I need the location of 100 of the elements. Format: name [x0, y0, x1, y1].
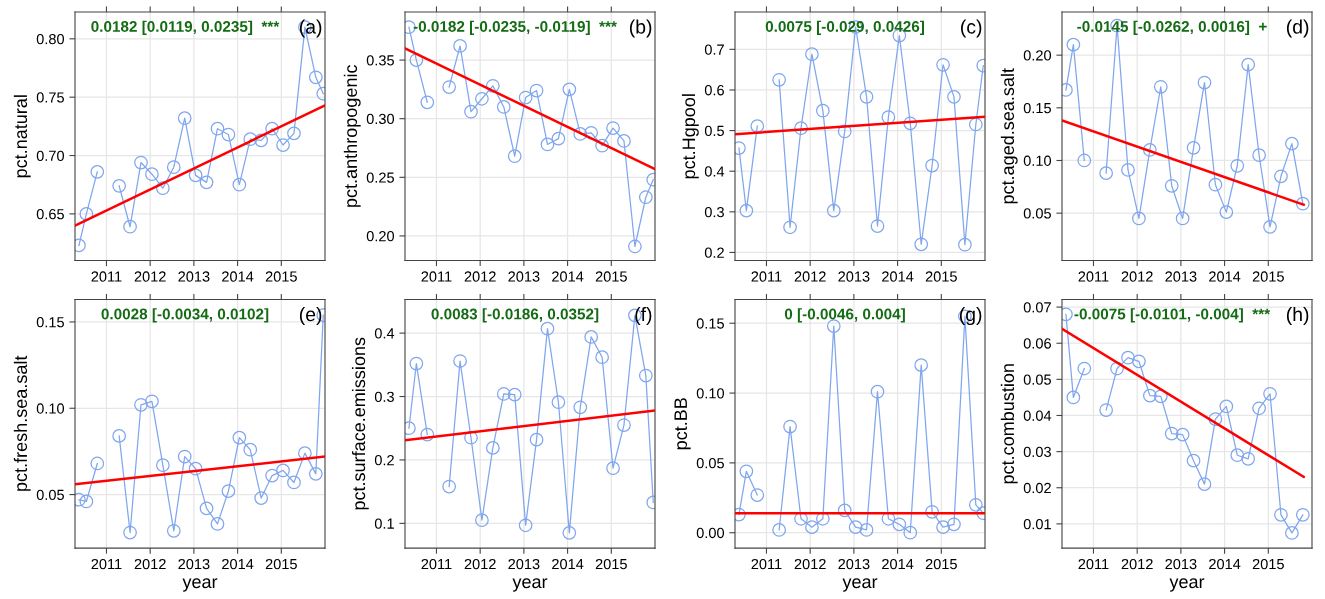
point	[1099, 403, 1114, 417]
x-tick-label: 2012	[1121, 271, 1153, 282]
y-tick-label: 0.04	[1023, 410, 1052, 421]
x-tick-label: 2014	[882, 558, 914, 570]
x-axis-title: year	[182, 578, 218, 592]
y-tick-label: 0.3	[374, 391, 394, 402]
point	[1241, 451, 1256, 466]
y-axis-title: pct.Hgpool	[681, 94, 699, 179]
x-tick-label: 2012	[464, 271, 496, 282]
annotation: (d)	[1286, 19, 1309, 38]
point	[496, 387, 511, 401]
point	[562, 525, 577, 540]
point	[221, 484, 236, 498]
point	[1186, 453, 1201, 468]
x-tick-label: 2015	[595, 271, 627, 282]
point	[485, 441, 500, 455]
point	[254, 133, 269, 148]
point	[859, 523, 874, 537]
annotation: 0.0028 [-0.0034, 0.0102]	[101, 308, 269, 323]
point	[507, 149, 522, 164]
point	[1153, 389, 1168, 404]
point	[903, 525, 918, 540]
point	[518, 518, 533, 533]
x-tick-label: 2013	[838, 271, 870, 282]
point	[155, 181, 170, 196]
annotation: (g)	[959, 306, 982, 326]
point	[453, 39, 467, 53]
x-tick-label: 2011	[421, 558, 452, 570]
point	[540, 137, 555, 152]
y-tick-label: 0.4	[704, 166, 725, 177]
point	[1241, 57, 1256, 72]
y-tick-label: 0.25	[366, 172, 394, 183]
y-tick-label: 0.5	[704, 125, 724, 137]
x-axis-title: year	[512, 578, 548, 592]
point	[936, 57, 950, 72]
point	[914, 237, 929, 252]
point	[870, 219, 885, 233]
point	[112, 178, 127, 193]
x-tick-label: 2015	[595, 558, 627, 570]
y-tick-label: 0.30	[366, 113, 395, 125]
x-axis-title: year	[1169, 578, 1205, 592]
point	[254, 491, 269, 505]
y-tick-label: 0.05	[1023, 374, 1051, 385]
x-tick-label: 2012	[794, 271, 826, 282]
point	[783, 220, 797, 235]
point	[243, 442, 258, 457]
x-tick-label: 2014	[222, 558, 254, 570]
annotation: -0.0182 [-0.0235, -0.0119] ***	[413, 20, 617, 35]
point	[805, 47, 819, 62]
point	[1263, 386, 1277, 401]
x-tick-label: 2011	[1078, 271, 1109, 282]
x-tick-label: 2014	[222, 271, 254, 282]
x-tick-label: 2015	[1252, 558, 1284, 570]
point	[123, 219, 137, 234]
point	[442, 80, 457, 94]
point	[1153, 79, 1168, 94]
annotation: (c)	[961, 19, 982, 38]
point	[1252, 148, 1266, 163]
point	[1208, 412, 1223, 426]
x-tick-label: 2015	[925, 271, 957, 282]
x-tick-label: 2013	[178, 271, 210, 282]
point	[1164, 426, 1179, 441]
annotation: -0.0075 [-0.0101, -0.004] ***	[1074, 308, 1271, 323]
point	[276, 138, 290, 152]
y-tick-label: 0.80	[36, 33, 65, 45]
point	[199, 175, 214, 190]
y-tick-label: 0.75	[36, 92, 64, 103]
y-tick-label: 0.02	[1023, 482, 1051, 494]
point	[837, 503, 852, 518]
point	[739, 464, 754, 479]
y-tick-label: 0.10	[1023, 155, 1052, 166]
point	[1186, 140, 1201, 155]
point	[783, 419, 797, 434]
y-tick-label: 0.10	[36, 403, 65, 414]
point	[134, 155, 148, 170]
point	[287, 126, 301, 141]
point	[573, 127, 588, 141]
point	[606, 461, 620, 476]
point	[221, 127, 236, 142]
y-tick-label: 0.2	[704, 247, 724, 258]
point	[1219, 205, 1234, 219]
point	[1132, 211, 1146, 226]
point	[420, 427, 435, 442]
annotation: 0.0182 [0.0119, 0.0235] ***	[91, 20, 280, 35]
y-tick-label: 0.20	[366, 231, 395, 242]
point	[1208, 177, 1223, 192]
point	[562, 82, 577, 97]
point	[1197, 477, 1212, 492]
point	[134, 397, 148, 412]
x-tick-label: 2015	[1252, 271, 1284, 282]
point	[750, 119, 765, 133]
point	[595, 350, 609, 365]
point	[232, 430, 247, 445]
point	[123, 525, 137, 540]
point	[166, 160, 181, 175]
x-tick-label: 2012	[134, 271, 166, 282]
point	[145, 167, 159, 182]
point	[1219, 399, 1234, 414]
y-tick-label: 0.05	[36, 489, 64, 500]
point	[826, 203, 841, 218]
